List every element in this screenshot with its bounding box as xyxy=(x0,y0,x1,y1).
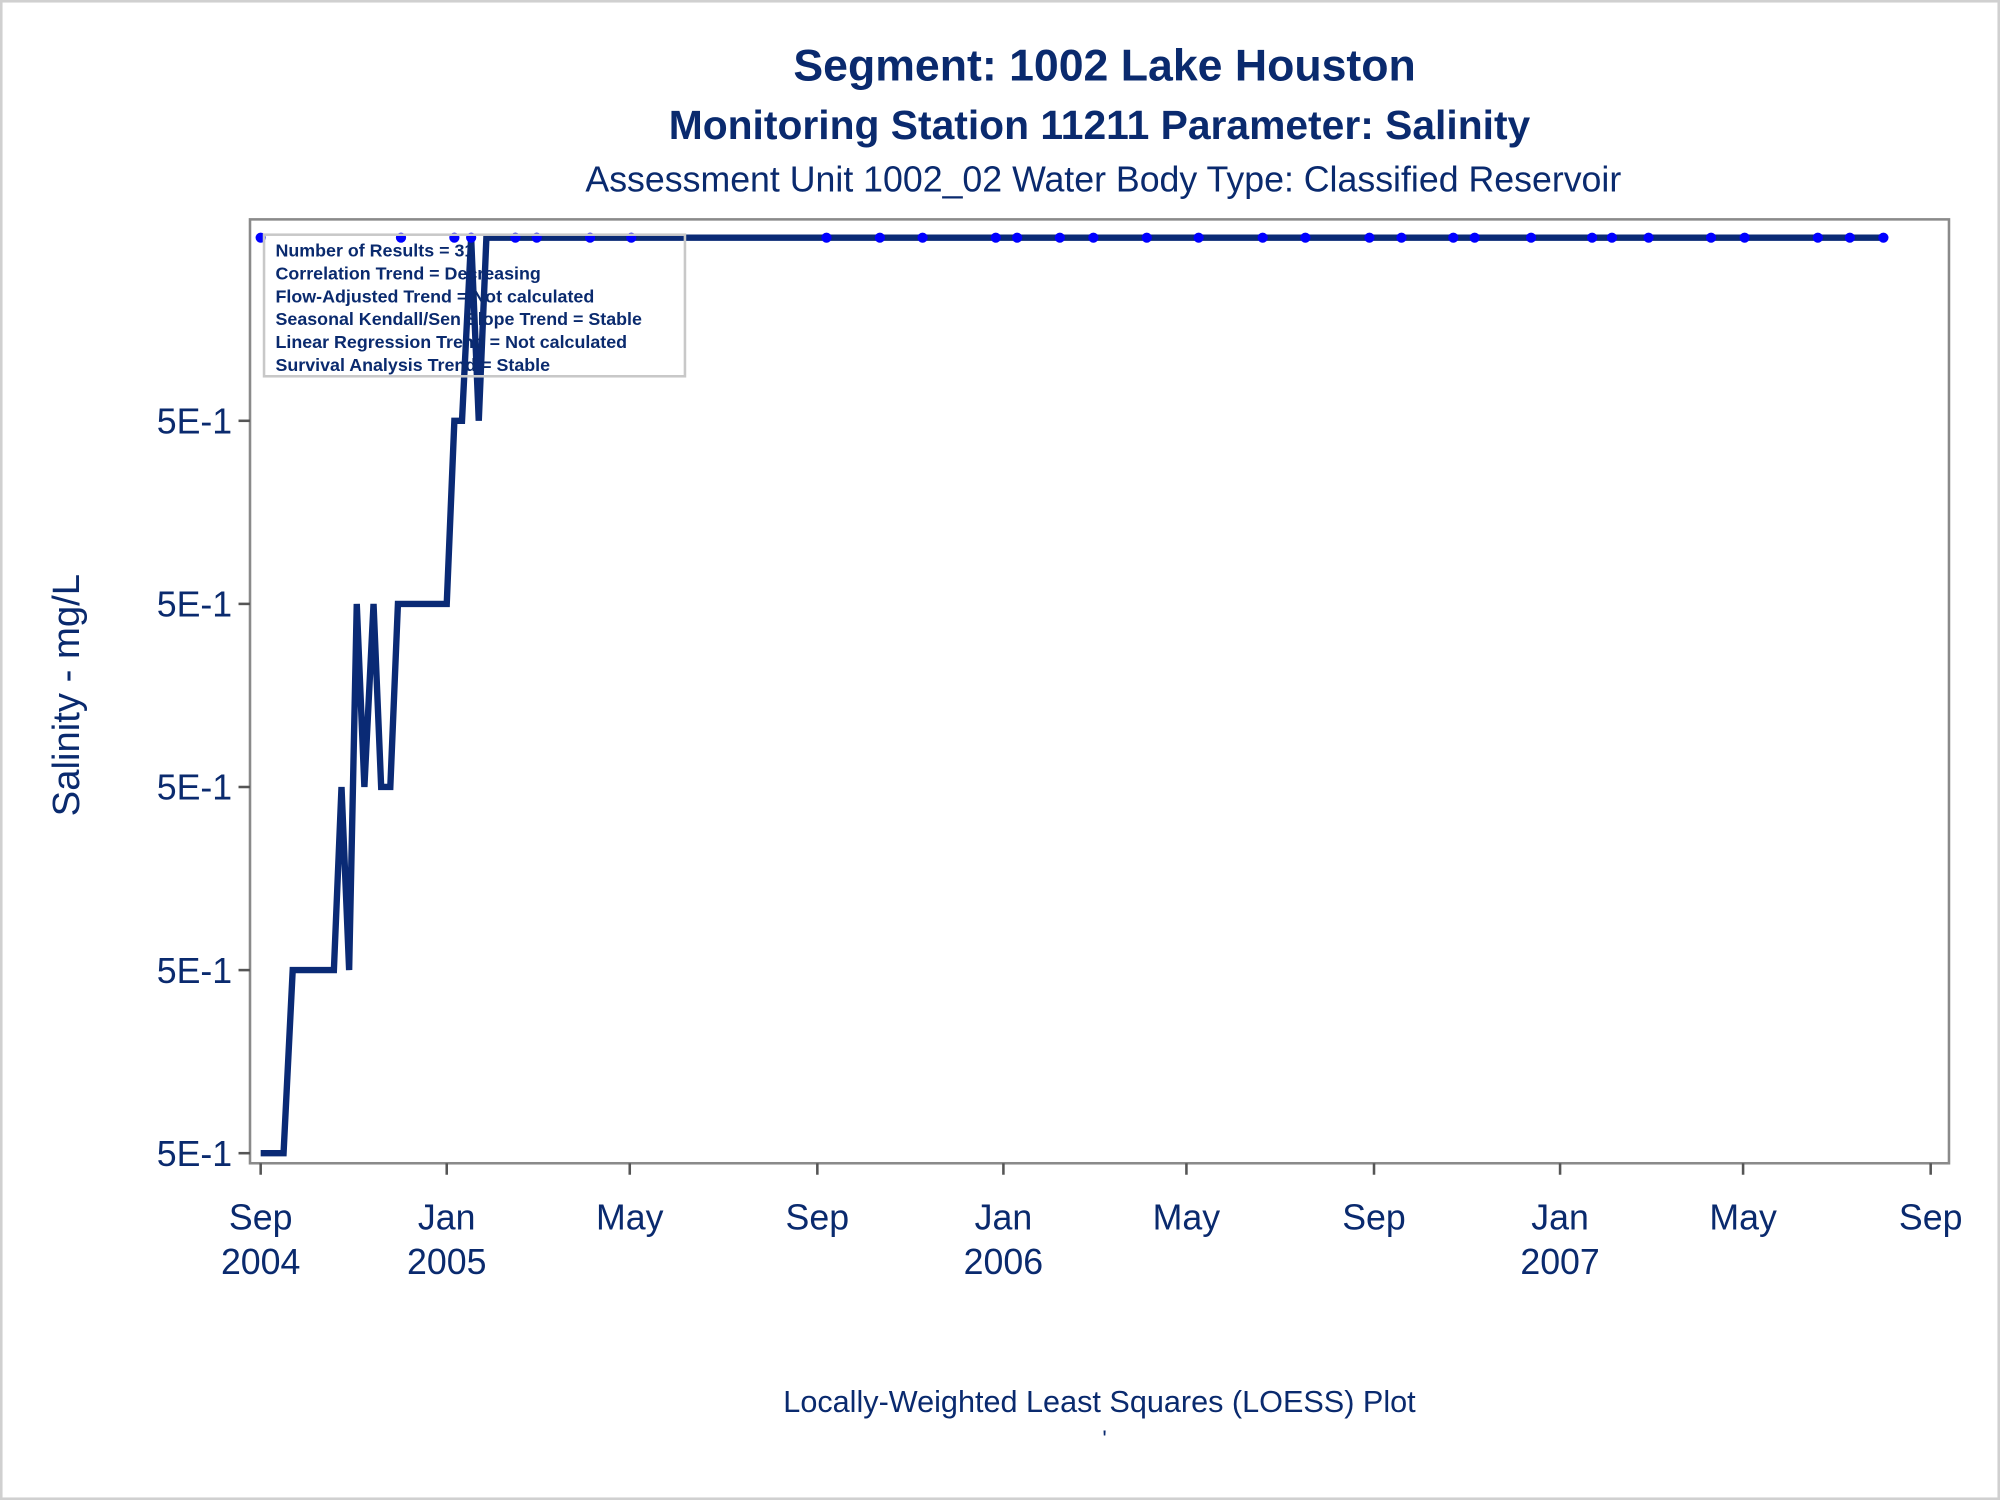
data-point xyxy=(1364,232,1375,243)
y-axis-label: Salinity - mg/L xyxy=(45,574,88,816)
x-tick-label: Sep xyxy=(1342,1198,1406,1238)
y-tick-label: 5E-1 xyxy=(157,768,232,808)
x-tick-label: May xyxy=(1709,1198,1777,1238)
x-tick-label: Sep xyxy=(1899,1198,1963,1238)
x-tick-label: May xyxy=(1153,1198,1221,1238)
data-point xyxy=(1088,232,1099,243)
data-point xyxy=(1812,232,1823,243)
data-point xyxy=(1587,232,1598,243)
x-tick-label: Jan xyxy=(1531,1198,1589,1238)
data-point xyxy=(1448,232,1459,243)
y-tick-label: 5E-1 xyxy=(157,402,232,442)
data-point xyxy=(917,232,928,243)
x-tick-label: 2005 xyxy=(407,1242,486,1282)
data-point xyxy=(1606,232,1618,243)
data-point xyxy=(990,232,1001,243)
x-tick-label: Sep xyxy=(786,1198,850,1238)
data-point xyxy=(1012,232,1023,243)
data-point xyxy=(1525,232,1537,243)
data-point xyxy=(1193,232,1204,243)
chart-subtitle: Assessment Unit 1002_02 Water Body Type:… xyxy=(585,159,1621,199)
data-point xyxy=(1300,232,1311,243)
data-point xyxy=(1705,232,1717,243)
data-point xyxy=(1141,232,1152,243)
data-point xyxy=(1739,232,1750,243)
annotation: Number of Results = 31 xyxy=(276,240,475,260)
annotation-box xyxy=(262,233,687,378)
x-tick-label: Sep xyxy=(229,1198,293,1238)
data-point xyxy=(1643,232,1654,243)
chart-subtitle: Monitoring Station 11211 Parameter: Sali… xyxy=(669,102,1531,148)
x-tick-label: May xyxy=(596,1198,664,1238)
data-point xyxy=(1257,232,1268,243)
data-point xyxy=(1878,232,1889,243)
annotation: Survival Analysis Trend = Stable xyxy=(276,355,551,375)
footnote: Locally-Weighted Least Squares (LOESS) P… xyxy=(783,1385,1416,1419)
x-tick-label: Jan xyxy=(975,1198,1033,1238)
annotation: Correlation Trend = Decreasing xyxy=(276,263,541,283)
data-point xyxy=(1469,232,1480,243)
x-tick-label: 2004 xyxy=(221,1242,300,1282)
y-tick-label: 5E-1 xyxy=(157,1134,232,1174)
annotation: Linear Regression Trend = Not calculated xyxy=(276,332,628,352)
y-tick-label: 5E-1 xyxy=(157,951,232,991)
data-point xyxy=(1054,232,1065,243)
data-point xyxy=(1396,232,1407,243)
y-tick-label: 5E-1 xyxy=(157,585,232,625)
data-point xyxy=(1844,232,1855,243)
data-point xyxy=(874,232,885,243)
x-tick-label: Jan xyxy=(418,1198,476,1238)
annotation: Seasonal Kendall/Sen Slope Trend = Stabl… xyxy=(276,309,642,329)
plot-frame xyxy=(248,218,1951,1165)
annotation: Flow-Adjusted Trend = Not calculated xyxy=(276,286,595,306)
footnote: ' xyxy=(1102,1425,1106,1451)
x-tick-label: 2007 xyxy=(1520,1242,1599,1282)
chart-title: Segment: 1002 Lake Houston xyxy=(793,41,1415,90)
data-point xyxy=(821,232,832,243)
x-tick-label: 2006 xyxy=(964,1242,1043,1282)
